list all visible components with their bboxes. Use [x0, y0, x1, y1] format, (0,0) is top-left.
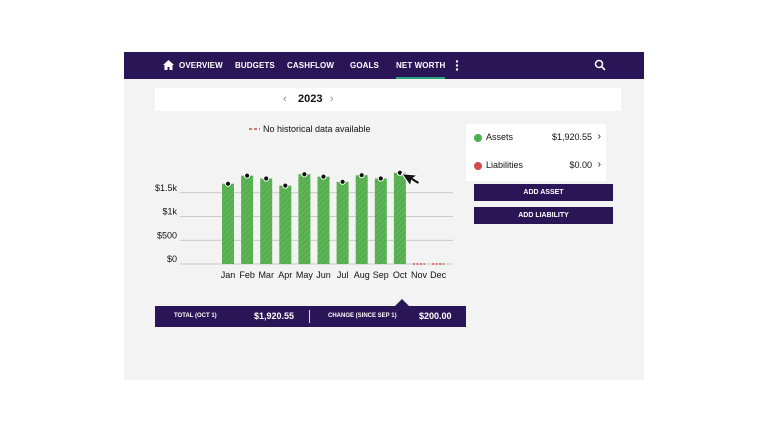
point-mar: [263, 175, 270, 182]
summary-pointer: [395, 299, 409, 306]
net-worth-app: OVERVIEW BUDGETS CASHFLOW GOALS NET WORT…: [124, 52, 644, 380]
x-tick-label: Aug: [354, 270, 370, 280]
x-tick-label: Apr: [278, 270, 292, 280]
y-tick-label: $1k: [162, 207, 177, 217]
point-feb: [244, 172, 251, 179]
total-value: $1,920.55: [254, 311, 295, 321]
bar-mar[interactable]: [260, 178, 273, 265]
bar-sep[interactable]: [374, 178, 387, 265]
x-tick-label: Jun: [316, 270, 331, 280]
assets-label: Assets: [486, 132, 514, 142]
liabilities-label: Liabilities: [486, 160, 524, 170]
point-jul: [339, 178, 346, 185]
chart-svg: No historical data available $0 $500 $1k $1.…: [155, 124, 453, 280]
nav-overview[interactable]: OVERVIEW: [179, 61, 223, 70]
liabilities-row[interactable]: Liabilities $0.00 ›: [466, 157, 606, 177]
summary-divider: [309, 310, 310, 323]
x-tick-label: Oct: [393, 270, 408, 280]
point-sep: [377, 175, 384, 182]
nav-budgets[interactable]: BUDGETS: [235, 61, 275, 70]
y-tick-label: $0: [167, 254, 177, 264]
point-apr: [282, 182, 289, 189]
more-vertical-icon[interactable]: [454, 60, 460, 71]
point-jan: [224, 180, 232, 187]
assets-value: $1,920.55: [551, 132, 592, 142]
y-tick-label: $1.5k: [155, 183, 177, 193]
bar-apr[interactable]: [279, 185, 292, 264]
bar-jun[interactable]: [317, 176, 330, 264]
year-label: 2023: [298, 93, 323, 105]
bar-may[interactable]: [298, 174, 311, 264]
x-tick-label: Dec: [430, 270, 447, 280]
bar-aug[interactable]: [355, 175, 368, 264]
assets-row[interactable]: Assets $1,920.55 ›: [466, 129, 606, 149]
change-label: CHANGE (SINCE SEP 1): [328, 313, 397, 319]
y-tick-label: $500: [157, 230, 177, 240]
nav-goals[interactable]: GOALS: [350, 61, 379, 70]
x-tick-label: Jul: [337, 270, 349, 280]
add-liability-button[interactable]: ADD LIABILITY: [474, 207, 613, 224]
bar-jul[interactable]: [336, 181, 349, 264]
summary-bar: TOTAL (OCT 1) $1,920.55 CHANGE (SINCE SE…: [155, 299, 466, 327]
point-aug: [358, 172, 365, 179]
accounts-panel: Assets $1,920.55 › Liabilities $0.00 ›: [466, 124, 606, 181]
search-icon[interactable]: [594, 59, 606, 71]
add-asset-button[interactable]: ADD ASSET: [474, 184, 613, 201]
chevron-right-icon: ›: [597, 131, 601, 142]
point-jun: [320, 173, 327, 180]
liabilities-dot: [474, 162, 482, 170]
legend-no-data-label: No historical data available: [263, 124, 371, 134]
nav-net-worth[interactable]: NET WORTH: [396, 52, 446, 79]
bar-oct[interactable]: [393, 172, 406, 264]
year-selector: ‹ 2023 ›: [155, 88, 621, 111]
nav-cashflow[interactable]: CASHFLOW: [287, 61, 335, 70]
total-label: TOTAL (OCT 1): [174, 313, 217, 319]
top-navigation: OVERVIEW BUDGETS CASHFLOW GOALS NET WORT…: [124, 52, 644, 79]
mouse-pointer-icon: [400, 173, 421, 188]
point-oct: [396, 169, 403, 176]
x-tick-label: Mar: [258, 270, 274, 280]
liabilities-value: $0.00: [569, 160, 592, 170]
x-tick-label: May: [296, 270, 314, 280]
bar-jan[interactable]: [222, 183, 234, 264]
assets-dot: [474, 134, 482, 142]
chevron-left-icon[interactable]: ‹: [283, 93, 287, 105]
bar-feb[interactable]: [241, 175, 254, 264]
chevron-right-icon: ›: [597, 159, 601, 170]
x-tick-label: Nov: [411, 270, 428, 280]
point-may: [301, 171, 308, 178]
x-tick-label: Sep: [373, 270, 389, 280]
x-tick-label: Feb: [239, 270, 255, 280]
x-tick-label: Jan: [221, 270, 236, 280]
home-icon[interactable]: [163, 60, 174, 70]
net-worth-chart: No historical data available $0 $500 $1k $1.…: [155, 120, 466, 304]
change-value: $200.00: [419, 311, 452, 321]
chevron-right-icon[interactable]: ›: [330, 93, 334, 105]
